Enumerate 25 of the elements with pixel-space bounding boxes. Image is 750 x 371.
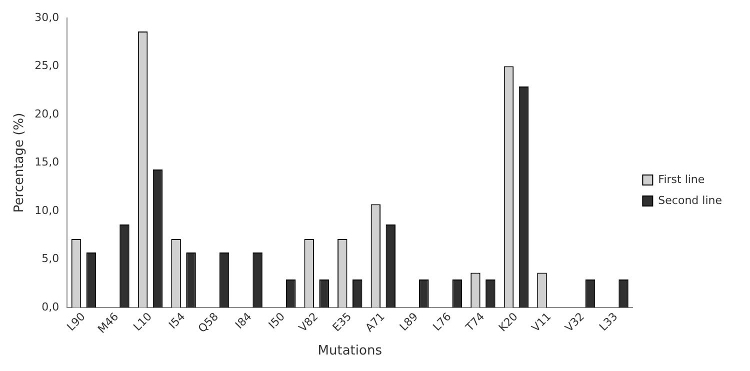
x-tick-label: I54: [166, 310, 188, 332]
x-tick-label: L76: [430, 310, 454, 334]
y-tick-label: 15,0: [34, 156, 60, 169]
x-tick-label: K20: [496, 310, 520, 334]
y-axis-title: Percentage (%): [12, 112, 28, 213]
y-tick-label: 20,0: [34, 107, 60, 120]
x-tick-label: L33: [596, 310, 620, 334]
x-tick-label: V82: [296, 310, 321, 334]
y-tick-label: 30,0: [34, 10, 60, 24]
y-tick-label: 5,0: [42, 252, 60, 266]
x-tick-label: I84: [232, 310, 254, 332]
x-tick-label: V32: [562, 310, 587, 334]
x-axis-title: Mutations: [318, 344, 382, 359]
x-tick-label: L90: [64, 310, 88, 334]
x-tick-label: Q58: [196, 310, 221, 336]
y-tick-label: 10,0: [34, 204, 60, 217]
x-tick-label: L89: [397, 310, 421, 334]
x-tick-label: T74: [462, 310, 488, 335]
y-tick-label: 0,0: [42, 300, 60, 314]
x-tick-label: I50: [266, 310, 288, 332]
legend-label: First line: [658, 172, 705, 186]
x-tick-label: V11: [529, 310, 554, 334]
y-tick-label: 25,0: [34, 59, 60, 72]
x-tick-label: L10: [130, 310, 154, 334]
legend-label: Second line: [658, 194, 722, 207]
